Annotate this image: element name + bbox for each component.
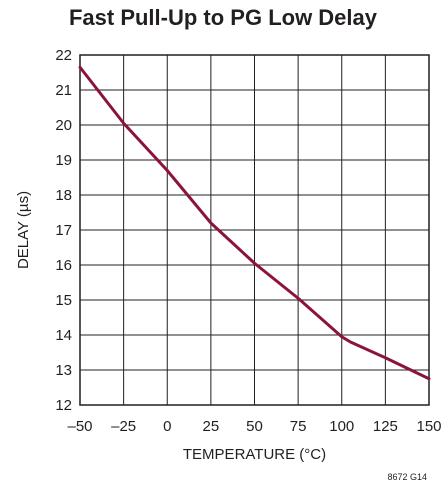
y-tick-label: 15 (55, 292, 72, 309)
y-tick-label: 14 (55, 327, 72, 344)
x-tick-label: 0 (163, 418, 171, 435)
x-tick-label: 100 (329, 418, 354, 435)
y-tick-label: 12 (55, 397, 72, 414)
x-tick-label: –25 (111, 418, 136, 435)
y-tick-label: 17 (55, 222, 72, 239)
x-tick-label: 150 (416, 418, 441, 435)
y-tick-label: 16 (55, 257, 72, 274)
x-tick-label: 75 (290, 418, 307, 435)
chart-title: Fast Pull-Up to PG Low Delay (68, 5, 378, 30)
x-tick-label: 25 (203, 418, 220, 435)
x-axis-label: TEMPERATURE (°C) (183, 446, 326, 463)
series-line (78, 65, 431, 381)
x-tick-label: 125 (373, 418, 398, 435)
tick-labels: –50 –25 0 25 50 75 100 125 150 12 13 14 15 16 17 18 19 20… (55, 47, 441, 435)
y-tick-label: 19 (55, 152, 72, 169)
y-tick-label: 13 (55, 362, 72, 379)
y-tick-label: 18 (55, 187, 72, 204)
y-tick-label: 22 (55, 47, 72, 64)
y-axis-label: DELAY (µs) (15, 191, 32, 269)
plot-frame (79, 54, 430, 406)
y-tick-label: 20 (55, 117, 72, 134)
y-tick-label: 21 (55, 82, 72, 99)
x-tick-label: –50 (67, 418, 92, 435)
x-tick-label: 50 (246, 418, 263, 435)
figure-id: 8672 G14 (387, 472, 427, 482)
